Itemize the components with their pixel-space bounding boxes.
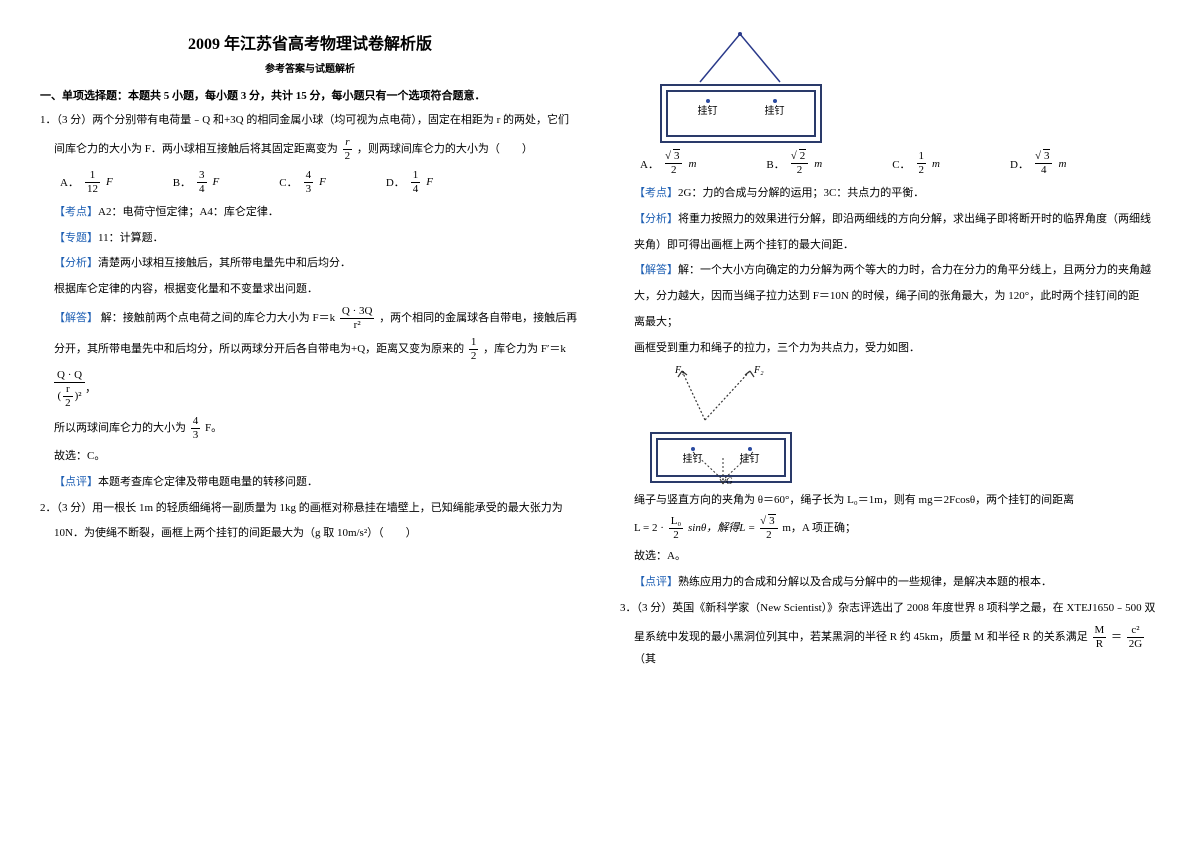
q1-jieda-line2: 分开，其所带电量先中和后均分，所以两球分开后各自带电为+Q，距离又变为原来的 1… xyxy=(54,337,580,362)
fraction-q3q-r2: Q · 3Qr² xyxy=(340,306,375,331)
q2-opt-d: D．34m xyxy=(1010,151,1066,176)
q2-opt-a: A．32m xyxy=(640,151,696,176)
svg-text:G: G xyxy=(726,476,733,486)
q2-fenxi-l1: 【分析】将重力按照力的效果进行分解，即沿两细线的方向分解，求出绳子即将断开时的临… xyxy=(634,210,1160,230)
q1-fenxi: 【分析】清楚两小球相互接触后，其所带电量先中和后均分． xyxy=(54,254,580,274)
q3-stem-l1: 3．（3 分）英国《新科学家（New Scientist）》杂志评选出了 200… xyxy=(620,599,1160,619)
q1-stem-line2: 间库仑力的大小为 F．两小球相互接触后将其固定距离变为 r2 ，则两球间库仑力的… xyxy=(54,137,580,162)
peg-left: 挂钉 xyxy=(698,102,718,117)
q2-fenxi-l2: 夹角）即可得出画框上两个挂钉的最大间距． xyxy=(634,236,1160,256)
q1-so2: 故选：C。 xyxy=(54,447,580,467)
q1-opt-d: D．14F xyxy=(386,170,433,195)
q2-stem-line1: 2．（3 分）用一根长 1m 的轻质细绳将一副质量为 1kg 的画框对称悬挂在墙… xyxy=(40,499,580,519)
q2-kaodian: 【考点】2G：力的合成与分解的运用；3C：共点力的平衡． xyxy=(634,184,1160,204)
left-column: 2009 年江苏省高考物理试卷解析版 参考答案与试题解析 一、单项选择题：本题共… xyxy=(40,30,580,676)
svg-text:F₂: F₂ xyxy=(753,365,764,376)
q1-options: A．112F B．34F C．43F D．14F xyxy=(60,170,580,195)
frame-diagram: 挂钉 挂钉 xyxy=(660,84,822,143)
rope-diagram-top xyxy=(660,30,820,86)
q1-dianping: 【点评】本题考查库仑定律及带电题电量的转移问题． xyxy=(54,473,580,493)
q1-opt-b: B．34F xyxy=(173,170,220,195)
q2-opt-c: C．12m xyxy=(892,151,940,176)
section-heading: 一、单项选择题：本题共 5 小题，每小题 3 分，共计 15 分，每小题只有一个… xyxy=(40,87,580,103)
q2-dianping: 【点评】熟练应用力的合成和分解以及合成与分解中的一些规律，是解决本题的根本． xyxy=(634,573,1160,593)
q1-stem-line1: 1．（3 分）两个分别带有电荷量﹣Q 和+3Q 的相同金属小球（均可视为点电荷）… xyxy=(40,111,580,131)
q2-jieda-l4: 画框受到重力和绳子的拉力，三个力为共点力，受力如图． xyxy=(634,339,1160,359)
q1-zhuanti: 【专题】11：计算题． xyxy=(54,229,580,249)
q2-result-l2: L = 2 · L₀2 sinθ，解得L = 32 m，A 项正确； xyxy=(634,516,1160,541)
q1-opt-c: C．43F xyxy=(279,170,326,195)
right-column: 挂钉 挂钉 A．32m B．22m C．12m D．34m 【考点】2G：力的合… xyxy=(620,30,1160,676)
q1-opt-a: A．112F xyxy=(60,170,113,195)
q2-jieda-l3: 离最大； xyxy=(634,313,1160,333)
q2-jieda-l1: 【解答】解：一个大小方向确定的力分解为两个等大的力时，合力在分力的角平分线上，且… xyxy=(634,261,1160,281)
q1-bigfrac: Q · Q (r2)² ， xyxy=(54,368,580,410)
doc-title: 2009 年江苏省高考物理试卷解析版 xyxy=(40,30,580,54)
force-diagram: F₁ F₂ 挂钉 挂钉 G xyxy=(650,365,1160,483)
fraction-r-2: r2 xyxy=(343,137,353,162)
doc-subtitle: 参考答案与试题解析 xyxy=(40,60,580,75)
q1-so1: 所以两球间库仑力的大小为 43 F。 xyxy=(54,416,580,441)
q2-options: A．32m B．22m C．12m D．34m xyxy=(640,151,1160,176)
q2-jieda-l2: 大，分力越大，因而当绳子拉力达到 F＝10N 的时候，绳子间的张角最大，为 12… xyxy=(634,287,1160,307)
q2-stem-line2: 10N．为使绳不断裂，画框上两个挂钉的间距最大为（g 取 10m/s²）（ ） xyxy=(54,524,580,544)
q3-stem-l2: 星系统中发现的最小黑洞位列其中，若某黑洞的半径 R 约 45km，质量 M 和半… xyxy=(634,625,1160,670)
q2-result-l3: 故选：A。 xyxy=(634,547,1160,567)
q1-gj: 根据库仑定律的内容，根据变化量和不变量求出问题． xyxy=(54,280,580,300)
q1-jieda-line1: 【解答】 解：接触前两个点电荷之间的库仑力大小为 F＝k Q · 3Qr² ，两… xyxy=(54,306,580,331)
svg-text:F₁: F₁ xyxy=(674,365,685,376)
q2-opt-b: B．22m xyxy=(766,151,822,176)
peg-right: 挂钉 xyxy=(765,102,785,117)
q2-result-l1: 绳子与竖直方向的夹角为 θ＝60°，绳子长为 L₀＝1m，则有 mg＝2Fcos… xyxy=(634,491,1160,511)
q1-kaodian: 【考点】A2：电荷守恒定律；A4：库仑定律． xyxy=(54,203,580,223)
